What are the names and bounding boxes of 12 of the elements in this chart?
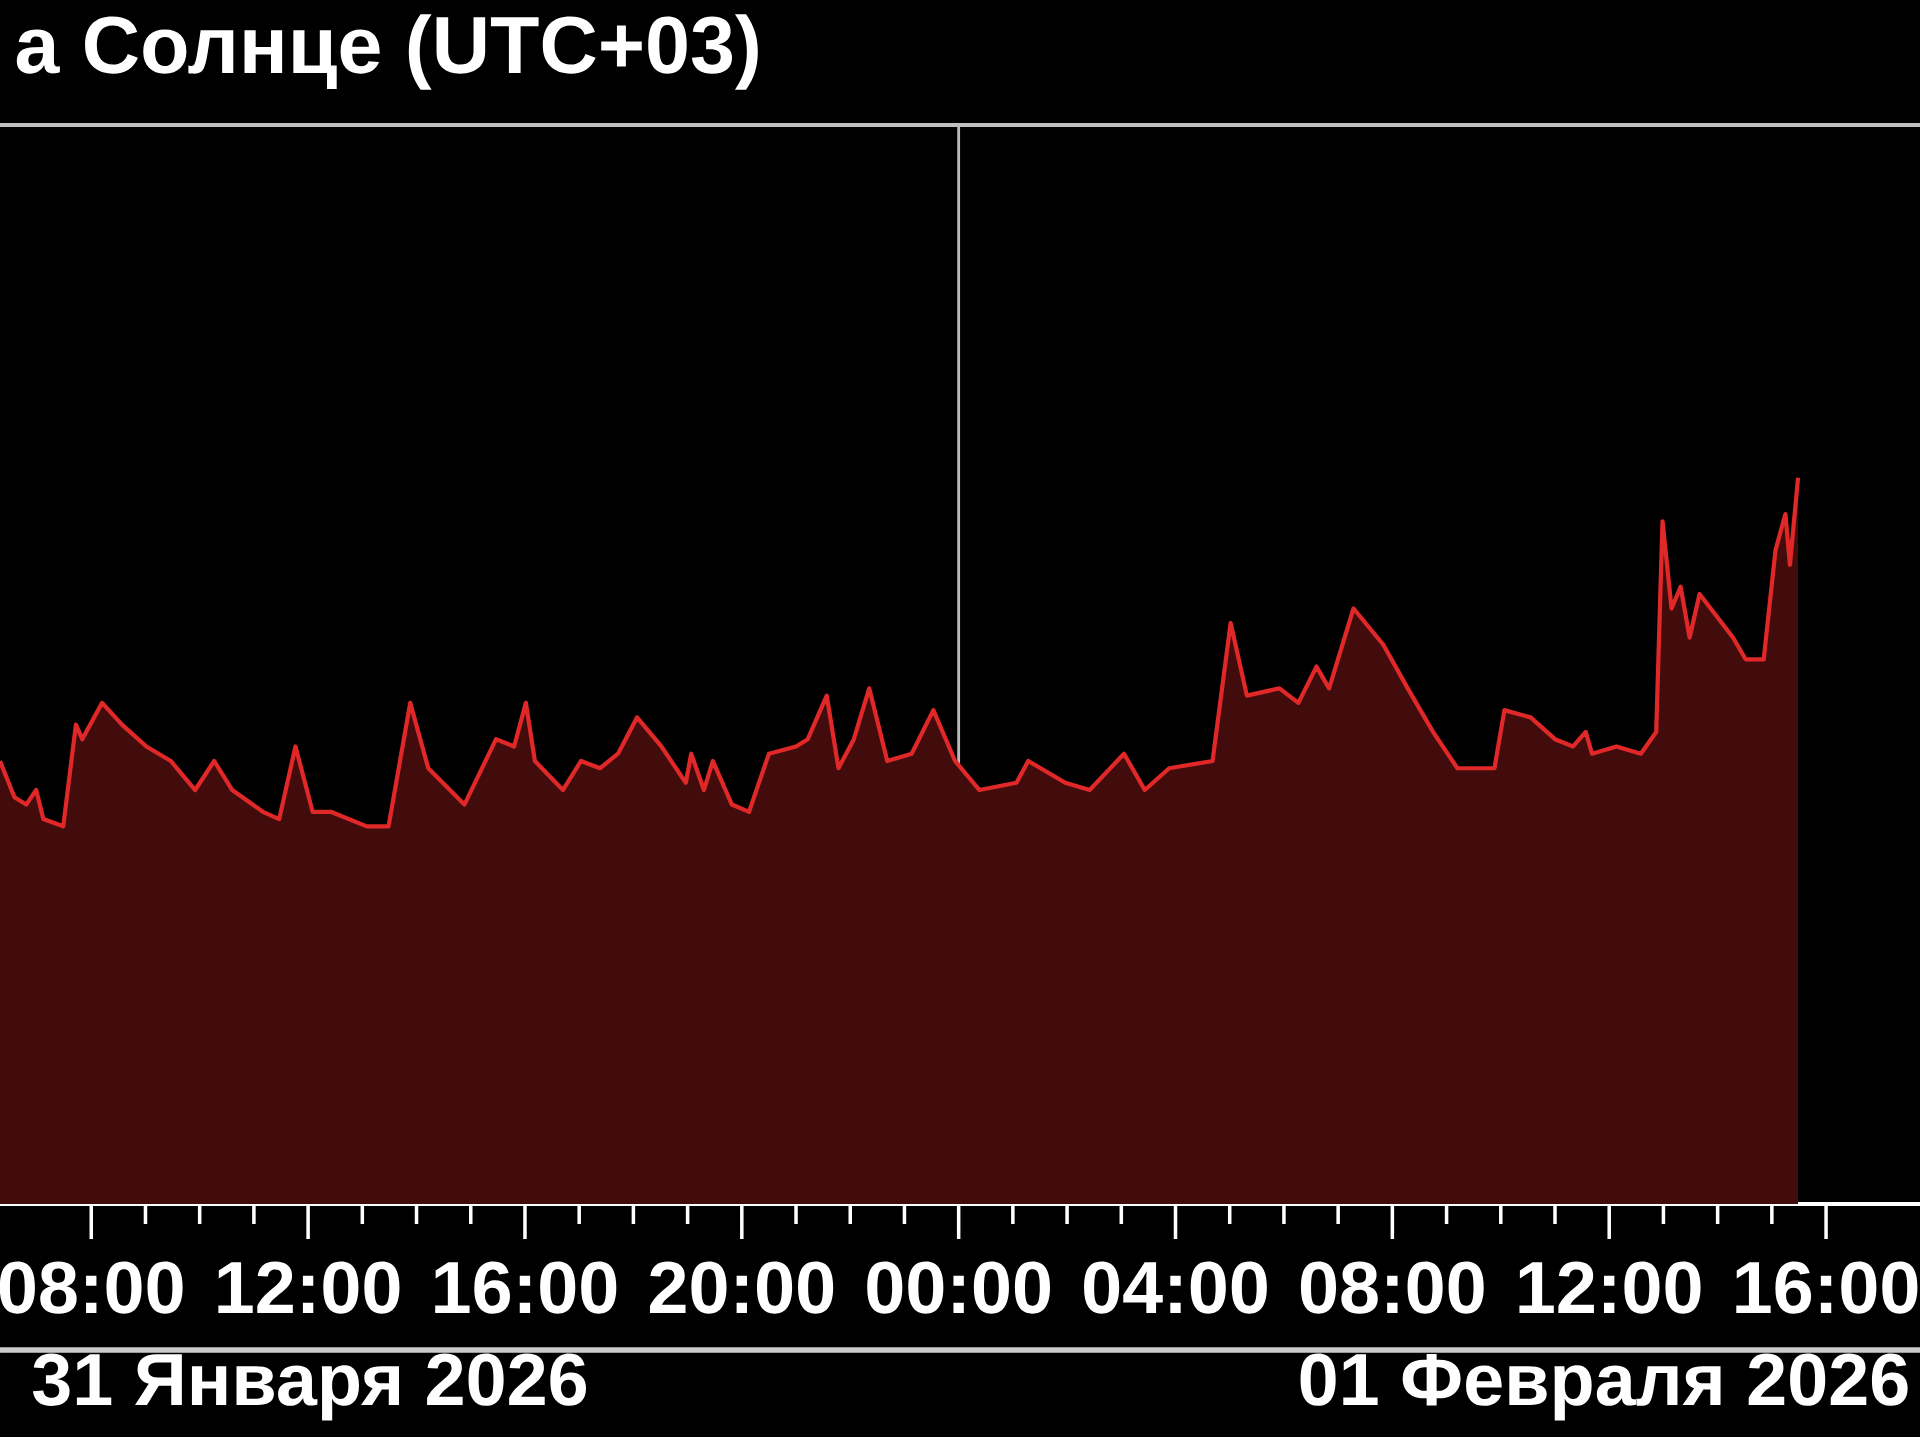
x-tick-label: 16:00 [435,1261,617,1314]
text: 31 Января 2026 [32,1353,587,1421]
x-tick-label: 20:00 [649,1261,834,1314]
chart-title: а Солнце (UTC+03) [16,14,758,90]
x-tick-label: 00:00 [867,1261,1050,1314]
x-tick-label: 12:00 [218,1261,400,1314]
x-tick-label: 08:00 [0,1261,183,1314]
x-tick-label: 12:00 [1519,1261,1701,1314]
text: 01 Февраля 2026 [1300,1353,1908,1421]
x-tick-label: 08:00 [1300,1261,1484,1314]
x-tick-label: 16:00 [1736,1261,1918,1314]
x-tick-label: 04:00 [1084,1261,1267,1314]
